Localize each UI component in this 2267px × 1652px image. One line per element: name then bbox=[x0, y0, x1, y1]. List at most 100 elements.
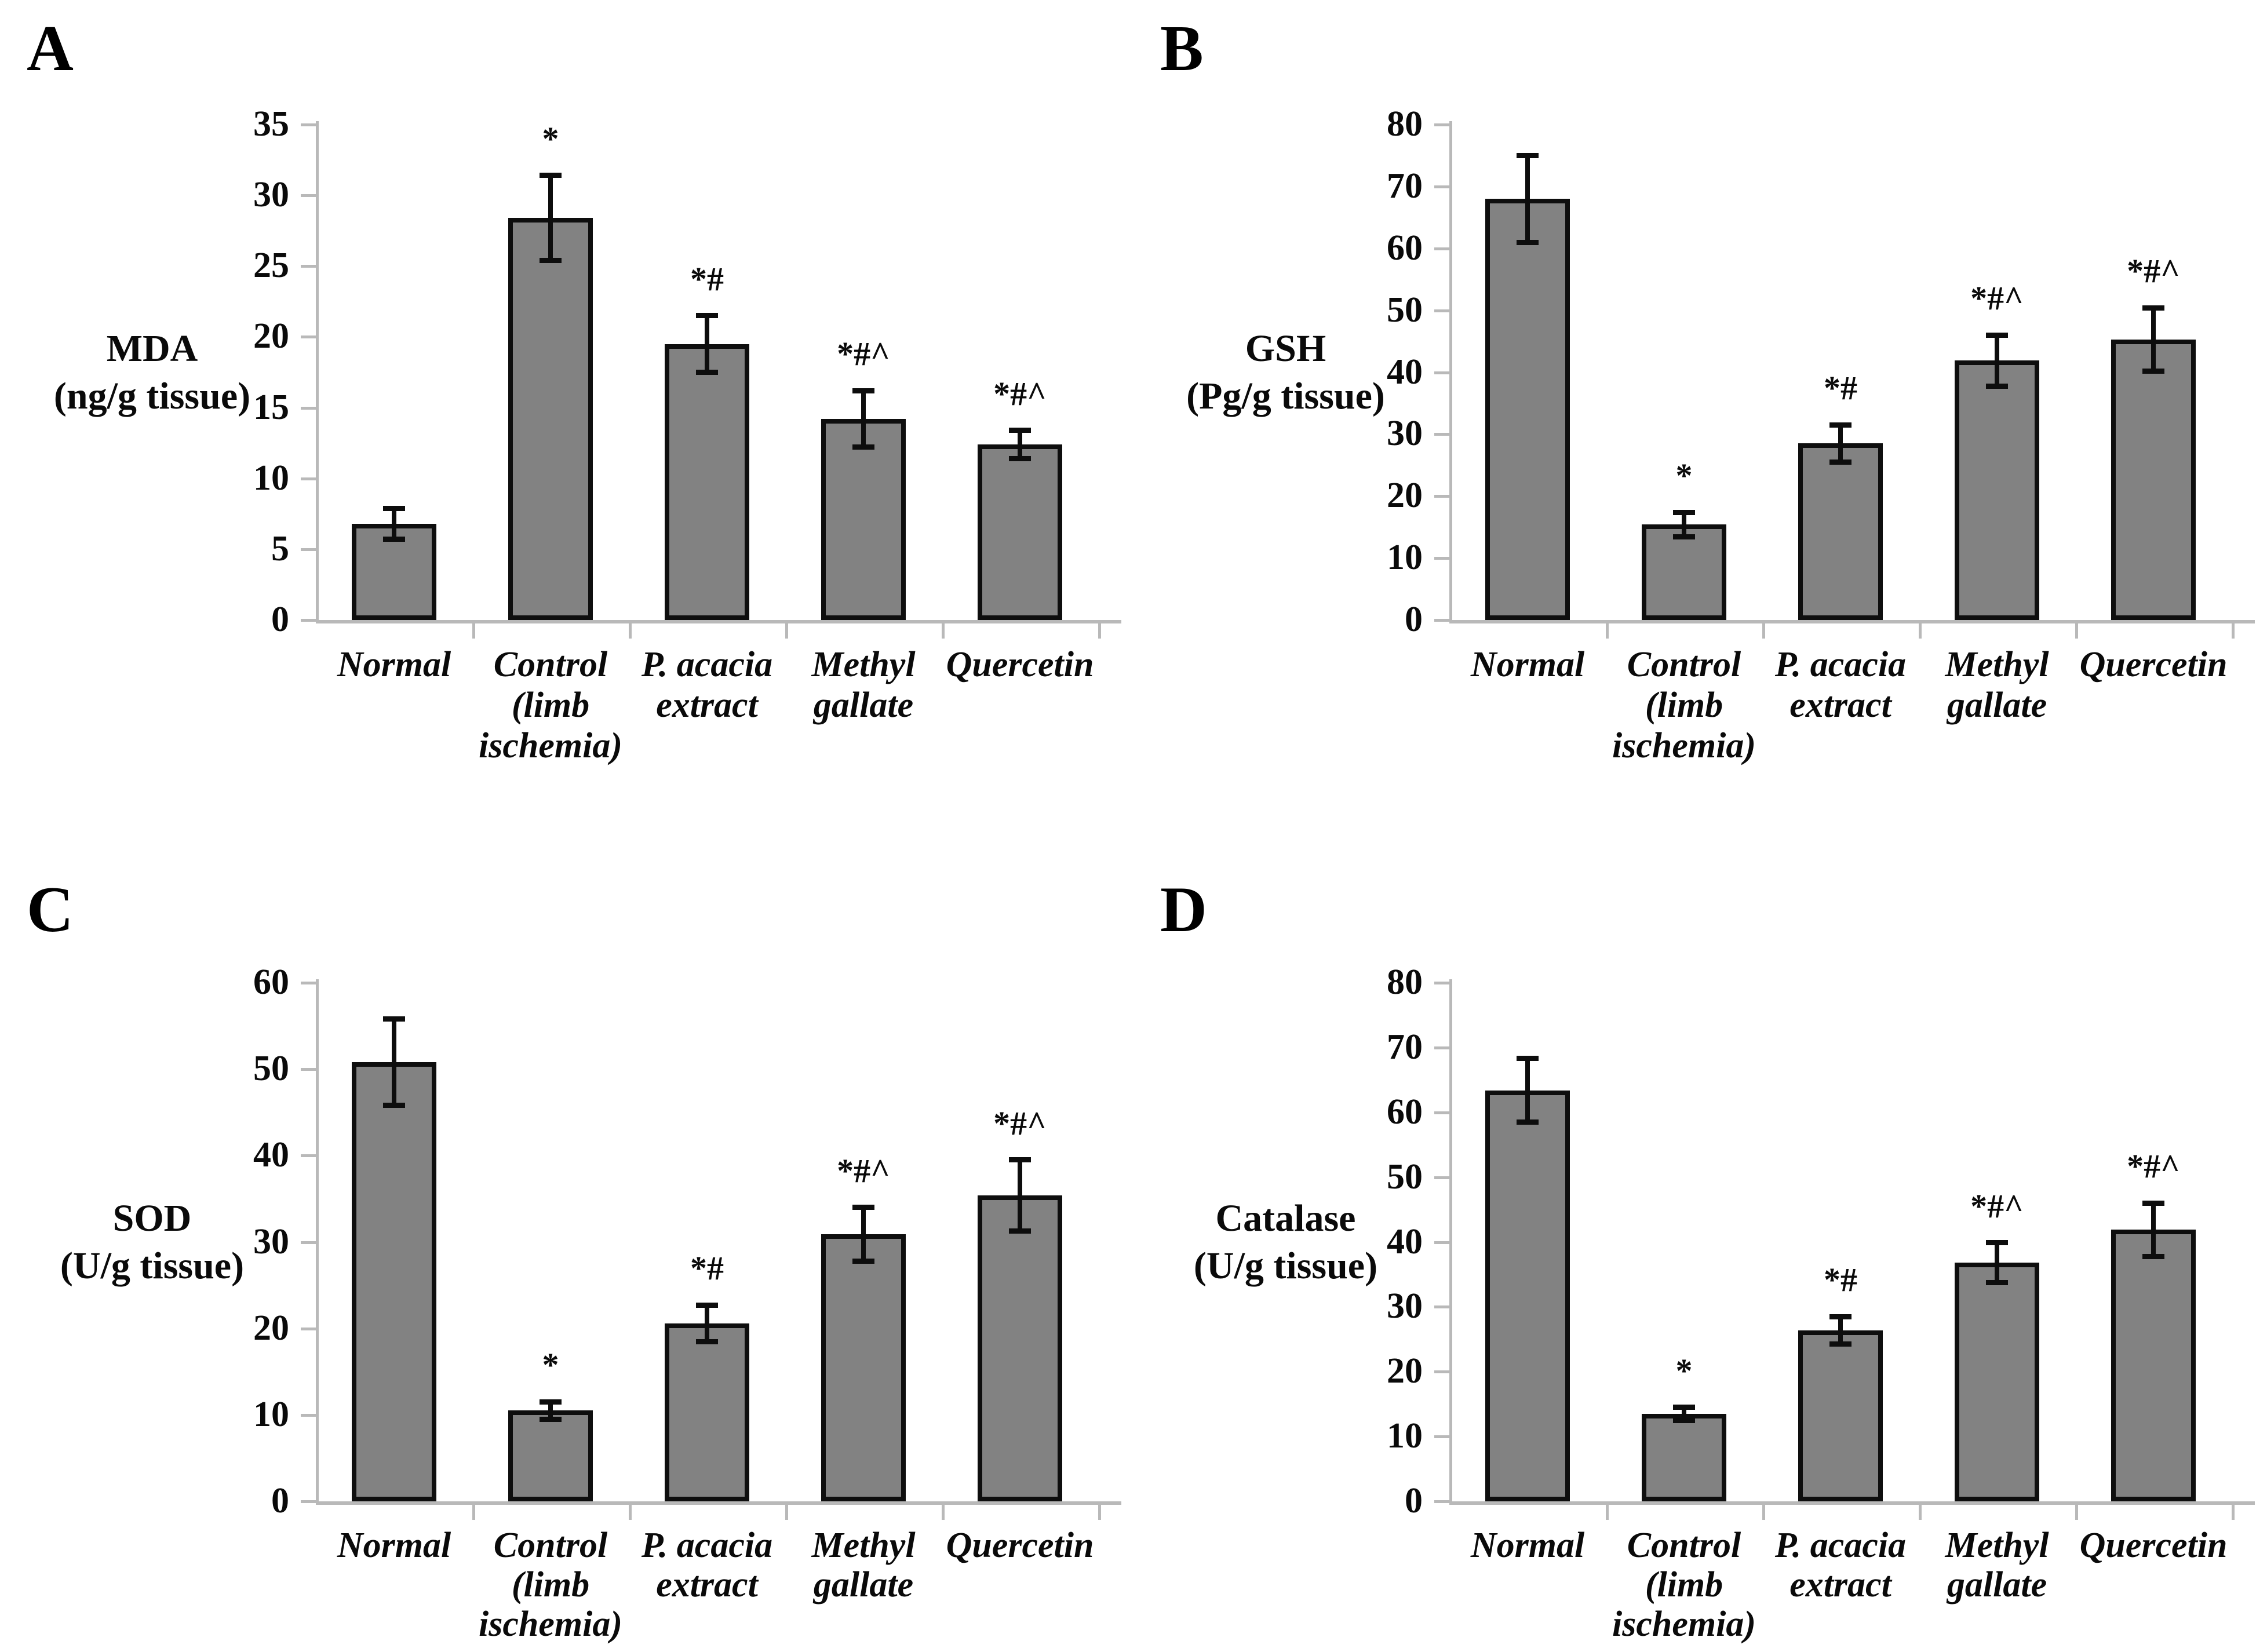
y-tick-label: 20 bbox=[1387, 1351, 1423, 1391]
error-bar-cap-top bbox=[852, 388, 874, 393]
y-tick-label: 50 bbox=[253, 1048, 289, 1088]
x-tick-label-line: Normal bbox=[1470, 645, 1585, 684]
x-tick-label-line: Quercetin bbox=[2079, 1526, 2228, 1565]
y-tick-label: 25 bbox=[253, 246, 289, 286]
error-bar-cap-bottom bbox=[1986, 383, 2008, 389]
y-tick-label: 20 bbox=[253, 1308, 289, 1348]
x-tick-label-line: P. acacia bbox=[641, 645, 773, 684]
y-tick-label: 15 bbox=[253, 387, 289, 427]
x-tick-label-line: ischemia) bbox=[479, 726, 622, 765]
error-bar-line bbox=[548, 1402, 553, 1420]
panel-d: D Catalase (U/g tissue) 0 10 20 30 40 50 60 70 80 No… bbox=[1134, 826, 2267, 1652]
error-bar-line bbox=[861, 1207, 866, 1261]
x-axis-boundary-tick bbox=[1606, 622, 1609, 639]
y-tick-mark bbox=[1434, 619, 1449, 622]
x-tick-label-line: (limb bbox=[511, 685, 590, 725]
significance-annotation: *#^ bbox=[1970, 279, 2024, 318]
y-tick-label: 10 bbox=[1387, 537, 1423, 577]
significance-annotation: *# bbox=[1824, 369, 1857, 407]
significance-annotation: *# bbox=[1824, 1261, 1857, 1299]
significance-annotation: *#^ bbox=[837, 1151, 890, 1190]
x-tick-label: Methyl gallate bbox=[1945, 644, 2049, 725]
y-axis-title: GSH (Pg/g tissue) bbox=[1148, 325, 1423, 420]
y-tick-label: 70 bbox=[1387, 166, 1423, 206]
x-tick-label-line: Methyl bbox=[1945, 645, 2049, 684]
y-axis-title-line: (U/g tissue) bbox=[1193, 1244, 1378, 1287]
x-axis-boundary-tick bbox=[629, 622, 632, 639]
x-tick-label: Methyl gallate bbox=[811, 644, 915, 725]
x-tick-label: Quercetin bbox=[946, 1526, 1094, 1565]
error-bar-line bbox=[705, 1305, 709, 1342]
x-tick-label-line: Quercetin bbox=[2079, 645, 2228, 684]
bar-p-acacia-extract bbox=[1798, 443, 1883, 620]
significance-annotation: * bbox=[542, 1346, 559, 1384]
error-bar-line bbox=[861, 391, 866, 447]
error-bar-line bbox=[392, 1019, 396, 1106]
error-bar-cap-top bbox=[1986, 1240, 2008, 1246]
x-tick-label: Quercetin bbox=[946, 644, 1094, 685]
error-bar-cap-top bbox=[1009, 428, 1031, 433]
panel-b: B GSH (Pg/g tissue) 0 10 20 30 40 50 60 70 80 Normal… bbox=[1134, 0, 2267, 826]
x-tick-label-line: P. acacia bbox=[1774, 1526, 1907, 1565]
panel-letter: A bbox=[27, 13, 74, 85]
x-tick-label-line: gallate bbox=[813, 685, 914, 725]
bar-p-acacia-extract bbox=[665, 344, 749, 620]
x-tick-label: Normal bbox=[337, 644, 451, 685]
y-axis-line bbox=[1449, 979, 1452, 1505]
error-bar-cap-top bbox=[1517, 1056, 1539, 1062]
x-tick-label: P. acacia extract bbox=[642, 644, 772, 725]
error-bar-cap-top bbox=[1829, 1314, 1851, 1319]
x-tick-label-line: Quercetin bbox=[946, 1526, 1094, 1565]
y-tick-mark bbox=[1434, 495, 1449, 498]
y-tick-label: 40 bbox=[1387, 352, 1423, 392]
bar-normal bbox=[352, 1062, 436, 1501]
y-tick-label: 0 bbox=[1405, 1480, 1423, 1520]
x-axis-line bbox=[316, 620, 1121, 623]
error-bar-cap-top bbox=[1829, 422, 1851, 428]
x-tick-label: Methyl gallate bbox=[811, 1526, 915, 1604]
panel-letter: C bbox=[27, 874, 74, 946]
y-tick-label: 50 bbox=[1387, 290, 1423, 330]
error-bar-cap-bottom bbox=[1517, 1119, 1539, 1125]
error-bar-cap-top bbox=[1517, 152, 1539, 158]
error-bar-line bbox=[548, 175, 553, 261]
y-tick-label: 60 bbox=[1387, 228, 1423, 268]
panel-letter: B bbox=[1160, 13, 1204, 85]
significance-annotation: *#^ bbox=[1970, 1187, 2024, 1225]
x-tick-label-line: extract bbox=[656, 685, 758, 725]
x-tick-label-line: Quercetin bbox=[946, 645, 1094, 684]
significance-annotation: * bbox=[542, 119, 559, 158]
error-bar-cap-top bbox=[540, 173, 562, 178]
y-axis-line bbox=[316, 979, 319, 1505]
y-tick-mark bbox=[1434, 1046, 1449, 1049]
x-tick-label-line: (limb bbox=[1645, 1565, 1723, 1604]
bar-normal bbox=[1485, 1090, 1570, 1501]
y-tick-mark bbox=[301, 982, 316, 984]
x-tick-label: Control (limb ischemia) bbox=[1612, 1526, 1756, 1644]
y-axis-title-line: GSH bbox=[1245, 327, 1326, 370]
error-bar-cap-bottom bbox=[383, 537, 405, 542]
x-tick-label: Control (limb ischemia) bbox=[1612, 644, 1756, 766]
x-axis-line bbox=[1449, 1501, 2255, 1505]
x-tick-label-line: Normal bbox=[337, 1526, 451, 1565]
error-bar-line bbox=[705, 315, 709, 373]
bar-quercetin bbox=[2111, 339, 2196, 620]
error-bar-cap-top bbox=[696, 313, 718, 319]
y-tick-mark bbox=[1434, 982, 1449, 984]
y-tick-label: 80 bbox=[1387, 962, 1423, 1002]
x-tick-label-line: Normal bbox=[1470, 1526, 1585, 1565]
y-tick-mark bbox=[1434, 309, 1449, 312]
y-tick-label: 40 bbox=[1387, 1221, 1423, 1261]
y-tick-label: 30 bbox=[253, 174, 289, 214]
y-tick-mark bbox=[301, 194, 316, 198]
y-tick-mark bbox=[301, 123, 316, 126]
x-tick-label: Normal bbox=[1471, 644, 1584, 685]
y-tick-label: 20 bbox=[1387, 476, 1423, 516]
error-bar-cap-bottom bbox=[2142, 1253, 2164, 1259]
significance-annotation: *#^ bbox=[2127, 252, 2180, 290]
bar-control-limb-ischemia bbox=[1642, 1413, 1726, 1501]
y-tick-label: 30 bbox=[1387, 414, 1423, 454]
error-bar-line bbox=[1995, 1242, 1999, 1283]
y-tick-mark bbox=[1434, 557, 1449, 560]
x-tick-label-line: extract bbox=[1789, 685, 1891, 725]
